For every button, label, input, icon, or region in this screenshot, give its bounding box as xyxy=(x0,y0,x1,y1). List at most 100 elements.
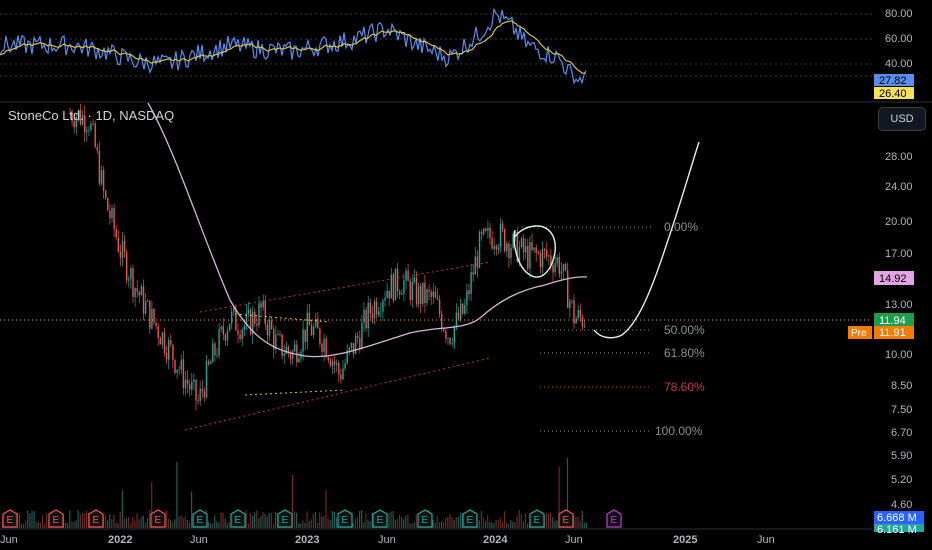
volume-bar xyxy=(39,522,41,528)
rsi-pane[interactable]: 80.00 60.00 40.00 27.82 26.40 xyxy=(0,7,914,100)
earnings-marker[interactable] xyxy=(529,509,545,528)
earnings-marker[interactable] xyxy=(192,509,208,528)
volume-bar xyxy=(151,482,153,528)
candle-body xyxy=(373,301,376,319)
price-pane[interactable]: 0.00% 50.00% 61.80% 78.60% 100.00% 32.00… xyxy=(0,102,924,536)
triangle-lower-line xyxy=(244,389,346,396)
candle-body xyxy=(457,312,460,320)
volume-bar xyxy=(388,512,390,528)
candle-body xyxy=(449,337,451,344)
earnings-marker[interactable] xyxy=(150,509,166,528)
triangle-upper-line xyxy=(234,313,331,323)
price-tick-label: 17.00 xyxy=(885,248,913,260)
volume-bar xyxy=(140,517,142,528)
candle-body xyxy=(579,309,581,317)
pre-market-badge-label: Pre xyxy=(851,328,867,339)
candle-body xyxy=(510,247,512,259)
volume-bar xyxy=(573,515,575,528)
earnings-marker[interactable] xyxy=(277,509,293,528)
earnings-marker[interactable] xyxy=(48,509,64,528)
candle-body xyxy=(264,300,266,325)
rsi-value-label: 27.82 xyxy=(879,75,907,87)
volume-bar xyxy=(503,511,506,528)
time-axis-label: 2025 xyxy=(673,534,697,546)
volume-bar xyxy=(136,513,138,528)
volume-bar xyxy=(107,520,109,528)
earnings-marker[interactable] xyxy=(2,509,18,528)
volume-bar xyxy=(71,521,73,528)
volume-bar xyxy=(20,523,23,528)
volume-bar xyxy=(493,523,495,528)
candle-body xyxy=(455,312,458,326)
candle-body xyxy=(205,361,208,398)
candle-body xyxy=(430,291,432,297)
volume-bar xyxy=(390,511,392,528)
volume-bar xyxy=(306,511,308,528)
time-axis-label: Jun xyxy=(565,534,583,546)
earnings-marker[interactable] xyxy=(606,509,622,528)
rsi-tick-label: 40.00 xyxy=(885,58,913,70)
volume-bar xyxy=(415,514,417,528)
candle-body xyxy=(466,290,468,306)
candle-body xyxy=(371,313,374,319)
fib-label-0: 0.00% xyxy=(664,220,698,234)
earnings-marker[interactable] xyxy=(337,509,353,528)
candle-body xyxy=(474,256,476,275)
candle-body xyxy=(411,282,413,301)
candle-body xyxy=(470,272,472,294)
earnings-marker[interactable] xyxy=(230,509,246,528)
volume-bar xyxy=(506,523,508,528)
candle-body xyxy=(350,343,353,348)
candle-body xyxy=(308,312,311,326)
candle-body xyxy=(424,282,426,303)
volume-bar xyxy=(436,516,438,528)
volume-bar xyxy=(23,523,25,528)
volume-bar xyxy=(37,522,39,528)
volume-bar xyxy=(480,510,482,528)
volume-bar xyxy=(319,512,321,528)
volume-bar xyxy=(266,516,268,528)
earnings-marker-label: E xyxy=(534,515,541,526)
symbol-title[interactable]: StoneCo Ltd. · 1D, NASDAQ xyxy=(8,108,175,123)
earnings-marker[interactable] xyxy=(417,509,433,528)
candle-body xyxy=(132,268,134,297)
volume-bar xyxy=(369,521,371,528)
candle-body xyxy=(434,291,437,298)
time-axis[interactable]: Jun 2022 Jun 2023 Jun 2024 Jun 2025 Jun xyxy=(0,534,775,546)
time-axis-label: Jun xyxy=(378,534,396,546)
earnings-marker[interactable] xyxy=(88,509,104,528)
candle-body xyxy=(268,320,271,336)
volume-bar xyxy=(41,515,44,528)
candle-body xyxy=(249,309,252,335)
earnings-marker[interactable] xyxy=(558,509,574,528)
earnings-marker[interactable] xyxy=(372,509,388,528)
candle-body xyxy=(497,246,500,250)
candle-body xyxy=(254,311,256,324)
volume-bar xyxy=(552,516,554,528)
candle-body xyxy=(413,277,416,282)
currency-button[interactable]: USD xyxy=(878,107,926,131)
volume-bar xyxy=(247,523,249,528)
volume-bar xyxy=(117,523,119,528)
ma-value-label: 14.92 xyxy=(879,273,907,285)
candle-body xyxy=(317,318,319,329)
price-tick-label: 20.00 xyxy=(885,216,913,228)
candle-body xyxy=(420,286,422,304)
last-price-label: 11.94 xyxy=(879,315,906,327)
candle-body xyxy=(338,362,340,375)
candle-body xyxy=(226,330,229,341)
price-axis[interactable]: 32.00 28.00 24.00 20.00 17.00 13.00 10.0… xyxy=(848,121,914,511)
candle-body xyxy=(564,264,567,271)
volume-bar xyxy=(401,517,403,528)
volume-bar xyxy=(432,520,434,528)
candle-body xyxy=(81,114,84,125)
earnings-marker[interactable] xyxy=(462,509,478,528)
volume-bar xyxy=(115,522,117,528)
volume-bar xyxy=(522,521,524,528)
candle-body xyxy=(550,255,552,265)
candle-body xyxy=(287,346,290,353)
volume-bar xyxy=(178,515,180,528)
volume-bar xyxy=(449,514,451,528)
